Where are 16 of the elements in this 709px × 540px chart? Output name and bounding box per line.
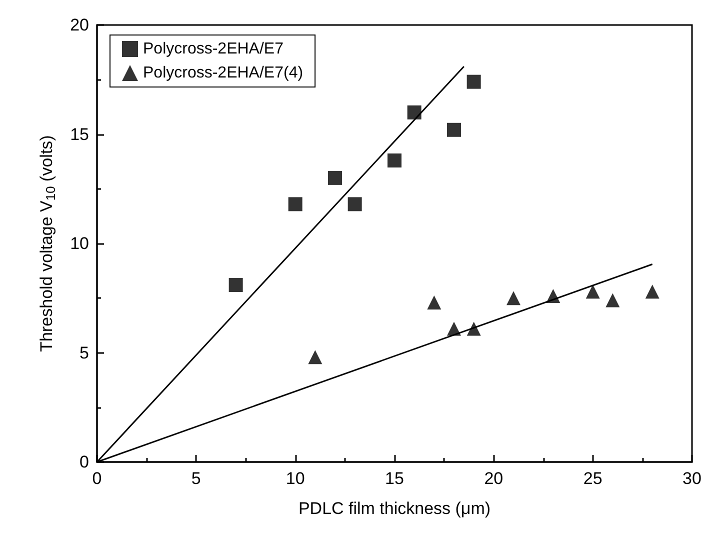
x-tick-label: 10 [286, 469, 305, 488]
y-tick-label: 10 [70, 234, 89, 253]
x-axis-title: PDLC film thickness (μm) [298, 499, 491, 518]
x-tick-label: 25 [583, 469, 602, 488]
y-tick-label: 5 [80, 343, 89, 362]
x-tick-label: 15 [385, 469, 404, 488]
y-tick-label: 15 [70, 124, 89, 144]
y-axis-title: Threshold voltage V10 (volts) [37, 135, 58, 352]
x-tick-label: 20 [484, 469, 504, 488]
x-tick-label: 0 [92, 469, 102, 488]
y-tick-label: 20 [70, 16, 89, 34]
y-tick-label: 0 [80, 452, 89, 472]
x-tick-label: 5 [191, 469, 201, 488]
legend-label: Polycross-2EHA/E7 [143, 40, 284, 58]
x-tick-label: 30 [682, 469, 702, 488]
legend-label: Polycross-2EHA/E7(4) [143, 64, 304, 82]
